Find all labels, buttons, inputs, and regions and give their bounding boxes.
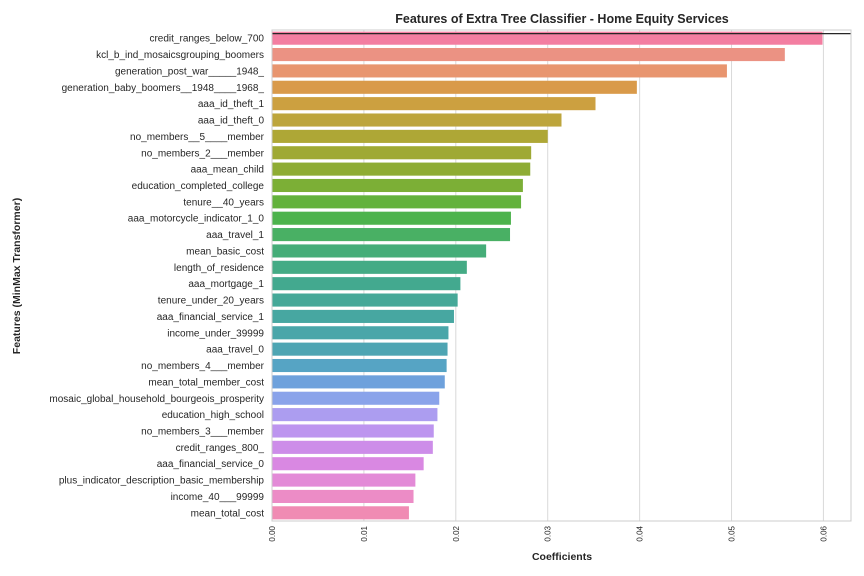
y-tick-label: mean_total_member_cost bbox=[148, 377, 264, 388]
bar bbox=[272, 129, 548, 143]
y-tick-label: no_members_4___member bbox=[141, 361, 265, 372]
bar bbox=[272, 293, 458, 307]
y-tick-label: aaa_motorcycle_indicator_1_0 bbox=[128, 214, 265, 225]
y-tick-label: aaa_mortgage_1 bbox=[188, 279, 264, 290]
bar bbox=[272, 228, 511, 242]
x-tick-label: 0.06 bbox=[819, 525, 828, 541]
bar bbox=[272, 489, 414, 503]
y-tick-label: plus_indicator_description_basic_members… bbox=[59, 476, 265, 487]
bar bbox=[272, 260, 467, 274]
y-tick-label: aaa_financial_service_1 bbox=[157, 312, 265, 323]
bar bbox=[272, 473, 416, 487]
bar bbox=[272, 80, 637, 94]
bar bbox=[272, 358, 447, 373]
bar bbox=[272, 244, 487, 258]
chart-title: Features of Extra Tree Classifier - Home… bbox=[395, 12, 729, 26]
bar bbox=[272, 391, 440, 405]
bar bbox=[272, 424, 434, 438]
y-tick-label: credit_ranges_below_700 bbox=[149, 34, 264, 45]
x-tick-label: 0.05 bbox=[728, 525, 737, 541]
y-tick-label: aaa_id_theft_1 bbox=[198, 99, 265, 110]
y-tick-label: tenure_under_20_years bbox=[158, 296, 264, 307]
bar bbox=[272, 277, 461, 291]
bar bbox=[272, 113, 562, 127]
y-tick-label: no_members__5____member bbox=[130, 132, 265, 143]
bar bbox=[272, 211, 511, 225]
y-tick-label: mosaic_global_household_bourgeois_prospe… bbox=[49, 394, 264, 405]
y-tick-label: no_members_3___member bbox=[141, 426, 265, 437]
y-axis-label: Features (MinMax Transformer) bbox=[11, 198, 23, 354]
y-tick-label: education_high_school bbox=[162, 410, 264, 421]
y-tick-label: credit_ranges_800_ bbox=[176, 443, 265, 454]
bar bbox=[272, 31, 823, 45]
grid-lines bbox=[271, 30, 824, 521]
y-tick-label: generation_post_war_____1948_ bbox=[115, 66, 264, 77]
bar bbox=[272, 146, 532, 160]
x-tick-label: 0.02 bbox=[452, 525, 461, 541]
x-tick-label: 0.03 bbox=[544, 525, 553, 541]
bar bbox=[272, 195, 522, 209]
plot-border bbox=[271, 29, 852, 522]
bar bbox=[272, 342, 448, 356]
bar bbox=[272, 178, 523, 193]
y-tick-label: income_under_39999 bbox=[167, 328, 264, 339]
bars bbox=[272, 31, 823, 520]
y-tick-label: aaa_travel_0 bbox=[206, 345, 264, 356]
bar bbox=[272, 309, 454, 323]
bar bbox=[272, 48, 785, 62]
y-tick-label: aaa_financial_service_0 bbox=[157, 459, 265, 470]
y-tick-label: tenure__40_years bbox=[183, 197, 264, 208]
y-tick-label: aaa_id_theft_0 bbox=[198, 116, 265, 127]
bar bbox=[272, 457, 424, 471]
y-tick-label: mean_basic_cost bbox=[186, 246, 264, 257]
y-tick-label: aaa_travel_1 bbox=[206, 230, 264, 241]
y-tick-labels: credit_ranges_below_700 kcl_b_ind_mosaics… bbox=[49, 34, 264, 520]
bar bbox=[272, 97, 596, 111]
x-tick-label: 0.01 bbox=[360, 525, 369, 541]
y-tick-label: education_completed_college bbox=[132, 181, 265, 192]
x-tick-label: 0.04 bbox=[636, 525, 645, 541]
y-tick-label: aaa_mean_child bbox=[191, 165, 264, 176]
y-tick-label: length_of_residence bbox=[174, 263, 265, 274]
bar bbox=[272, 408, 438, 422]
bar bbox=[272, 506, 409, 520]
bar bbox=[272, 326, 449, 340]
x-axis-label: Coefficients bbox=[532, 551, 592, 563]
y-tick-label: income_40___99999 bbox=[171, 492, 265, 503]
plot-frame bbox=[271, 29, 852, 522]
y-tick-label: kcl_b_ind_mosaicsgrouping_boomers bbox=[96, 50, 264, 61]
bar bbox=[272, 440, 433, 454]
bar bbox=[272, 162, 531, 176]
y-tick-label: mean_total_cost bbox=[191, 508, 265, 519]
x-tick-label: 0.00 bbox=[268, 525, 277, 541]
bar bbox=[272, 375, 445, 389]
y-tick-label: generation_baby_boomers__1948____1968_ bbox=[62, 83, 265, 94]
x-tick-labels: 0.00 0.01 0.02 0.03 0.04 0.05 0.06 bbox=[268, 525, 828, 541]
bar bbox=[272, 64, 727, 78]
y-tick-label: no_members_2___member bbox=[141, 148, 265, 159]
